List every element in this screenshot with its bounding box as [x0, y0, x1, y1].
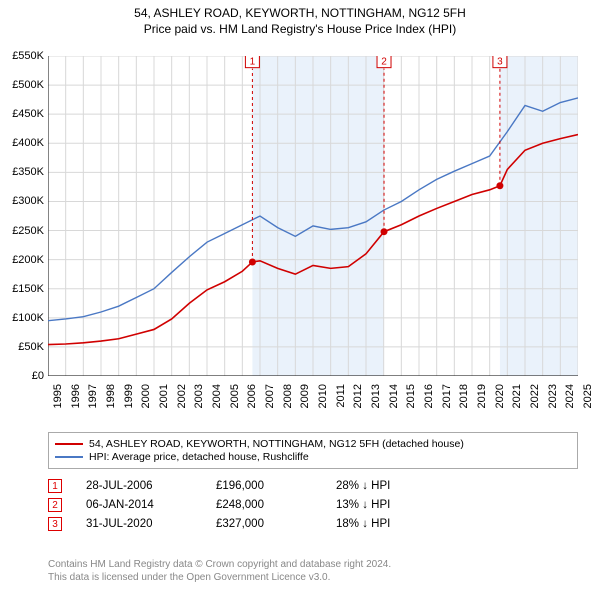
x-axis-label: 1997	[87, 384, 99, 408]
y-axis-label: £200K	[12, 254, 44, 266]
y-axis-label: £150K	[12, 283, 44, 295]
x-axis-label: 2025	[582, 384, 594, 408]
svg-text:3: 3	[497, 57, 503, 68]
y-axis-label: £50K	[18, 341, 44, 353]
legend-item: 54, ASHLEY ROAD, KEYWORTH, NOTTINGHAM, N…	[55, 438, 571, 450]
x-axis-label: 1998	[105, 384, 117, 408]
x-axis-label: 2005	[229, 384, 241, 408]
x-axis-labels: 1995 1996 1997 1998 1999 2000 2001 2002 2003 2004…	[48, 380, 578, 430]
x-axis-label: 2019	[476, 384, 488, 408]
x-axis-label: 2015	[405, 384, 417, 408]
y-axis-label: £350K	[12, 166, 44, 178]
title-area: 54, ASHLEY ROAD, KEYWORTH, NOTTINGHAM, N…	[0, 0, 600, 38]
sale-diff: 13% ↓ HPI	[336, 499, 456, 511]
chart-svg: 1 2 3	[48, 56, 578, 376]
x-axis-label: 2000	[140, 384, 152, 408]
x-axis-label: 2018	[458, 384, 470, 408]
sale-row: 1 28-JUL-2006£196,00028% ↓ HPI	[48, 479, 578, 493]
sale-row: 2 06-JAN-2014£248,00013% ↓ HPI	[48, 498, 578, 512]
y-axis-label: £0	[32, 370, 44, 382]
chart-plot-area: 1 2 3	[48, 56, 578, 376]
svg-text:2: 2	[381, 57, 387, 68]
sale-price: £196,000	[216, 480, 336, 492]
x-axis-label: 2003	[193, 384, 205, 408]
x-axis-label: 2004	[211, 384, 223, 408]
sale-date: 31-JUL-2020	[86, 518, 216, 530]
x-axis-label: 2009	[299, 384, 311, 408]
x-axis-label: 2008	[282, 384, 294, 408]
x-axis-label: 2024	[564, 384, 576, 408]
y-axis-label: £300K	[12, 195, 44, 207]
sale-marker-icon: 2	[48, 498, 62, 512]
y-axis-label: £500K	[12, 79, 44, 91]
x-axis-label: 2017	[441, 384, 453, 408]
footer-line1: Contains HM Land Registry data © Crown c…	[48, 558, 391, 571]
sale-marker-icon: 1	[48, 479, 62, 493]
y-axis-label: £550K	[12, 50, 44, 62]
x-axis-label: 1999	[123, 384, 135, 408]
y-axis-label: £250K	[12, 225, 44, 237]
legend-label: HPI: Average price, detached house, Rush…	[89, 451, 309, 463]
sale-diff: 18% ↓ HPI	[336, 518, 456, 530]
x-axis-label: 2020	[494, 384, 506, 408]
x-axis-label: 2011	[335, 384, 347, 408]
legend: 54, ASHLEY ROAD, KEYWORTH, NOTTINGHAM, N…	[48, 432, 578, 469]
sale-row: 3 31-JUL-2020£327,00018% ↓ HPI	[48, 517, 578, 531]
sales-table: 1 28-JUL-2006£196,00028% ↓ HPI 2 06-JAN-201…	[48, 474, 578, 536]
x-axis-label: 2006	[246, 384, 258, 408]
sale-price: £327,000	[216, 518, 336, 530]
legend-swatch	[55, 456, 83, 458]
y-axis-label: £450K	[12, 108, 44, 120]
legend-swatch	[55, 443, 83, 445]
legend-label: 54, ASHLEY ROAD, KEYWORTH, NOTTINGHAM, N…	[89, 438, 464, 450]
sale-price: £248,000	[216, 499, 336, 511]
chart-title-line1: 54, ASHLEY ROAD, KEYWORTH, NOTTINGHAM, N…	[0, 6, 600, 20]
sale-marker-icon: 3	[48, 517, 62, 531]
y-axis-labels: £0£50K£100K£150K£200K£250K£300K£350K£400…	[0, 56, 46, 376]
legend-item: HPI: Average price, detached house, Rush…	[55, 451, 571, 463]
x-axis-label: 2002	[176, 384, 188, 408]
chart-title-line2: Price paid vs. HM Land Registry's House …	[0, 22, 600, 36]
svg-text:1: 1	[250, 57, 256, 68]
x-axis-label: 2010	[317, 384, 329, 408]
chart-container: 54, ASHLEY ROAD, KEYWORTH, NOTTINGHAM, N…	[0, 0, 600, 590]
x-axis-label: 2014	[388, 384, 400, 408]
x-axis-label: 1996	[70, 384, 82, 408]
sale-diff: 28% ↓ HPI	[336, 480, 456, 492]
x-axis-label: 2007	[264, 384, 276, 408]
y-axis-label: £100K	[12, 312, 44, 324]
x-axis-label: 2023	[547, 384, 559, 408]
x-axis-label: 1995	[52, 384, 64, 408]
x-axis-label: 2001	[158, 384, 170, 408]
x-axis-label: 2012	[352, 384, 364, 408]
x-axis-label: 2016	[423, 384, 435, 408]
sale-date: 28-JUL-2006	[86, 480, 216, 492]
sale-date: 06-JAN-2014	[86, 499, 216, 511]
footer-attribution: Contains HM Land Registry data © Crown c…	[48, 558, 391, 584]
x-axis-label: 2022	[529, 384, 541, 408]
footer-line2: This data is licensed under the Open Gov…	[48, 571, 391, 584]
y-axis-label: £400K	[12, 137, 44, 149]
x-axis-label: 2013	[370, 384, 382, 408]
x-axis-label: 2021	[511, 384, 523, 408]
